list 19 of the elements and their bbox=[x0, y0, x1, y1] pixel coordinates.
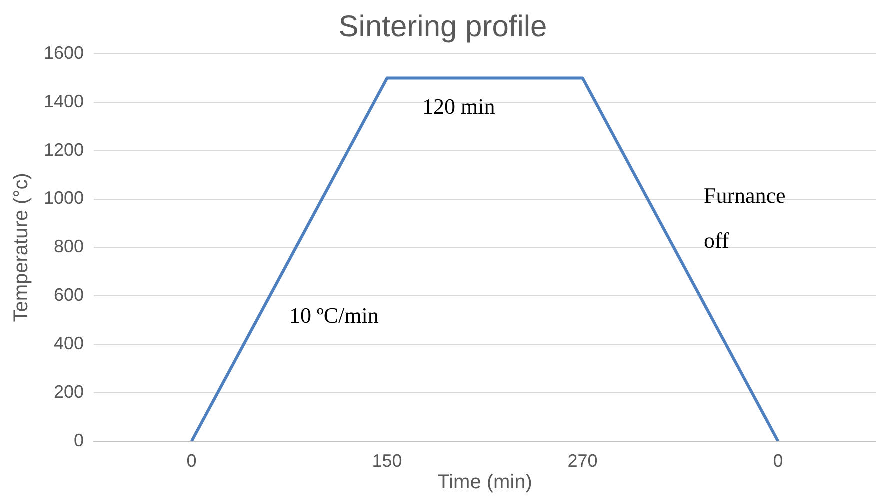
chart-title: Sintering profile bbox=[338, 10, 548, 44]
y-tick-label: 800 bbox=[54, 236, 84, 257]
y-tick-label: 1000 bbox=[44, 188, 84, 208]
x-axis-title: Time (min) bbox=[438, 472, 532, 494]
annotation: 10 ºC/min bbox=[290, 303, 379, 328]
y-tick-label: 200 bbox=[54, 382, 84, 402]
y-tick-label: 1200 bbox=[44, 140, 84, 160]
x-tick-label: 270 bbox=[568, 451, 598, 472]
y-axis-title: Temperature (°c) bbox=[10, 173, 33, 322]
x-tick-label: 0 bbox=[186, 451, 197, 472]
x-tick-label: 0 bbox=[773, 451, 784, 472]
y-tick-label: 0 bbox=[74, 430, 84, 450]
x-tick-label: 150 bbox=[372, 451, 402, 472]
y-tick-label: 1400 bbox=[44, 91, 84, 112]
y-tick-label: 400 bbox=[54, 334, 84, 354]
annotation: 120 min bbox=[422, 94, 496, 120]
y-tick-label: 600 bbox=[54, 285, 84, 306]
annotation: Furnance off bbox=[704, 183, 786, 254]
y-tick-label: 1600 bbox=[44, 42, 84, 63]
